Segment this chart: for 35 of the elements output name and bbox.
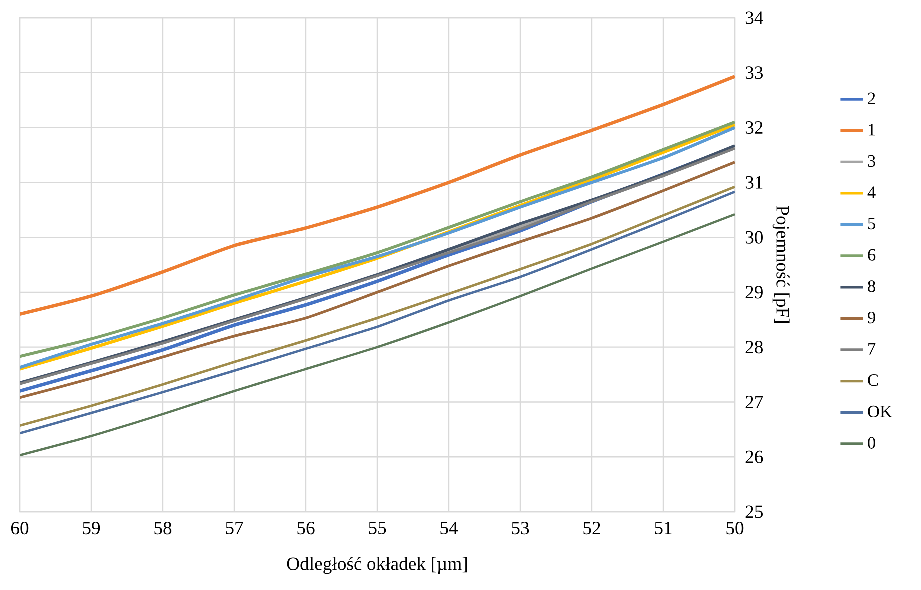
y-tick-label: 33: [746, 66, 763, 80]
y-tick-label: 27: [746, 396, 764, 408]
x-tick-label: 57: [226, 522, 244, 534]
legend-label: 6: [868, 249, 876, 261]
x-tick-label: 60: [11, 522, 29, 535]
x-tick-label: 54: [440, 522, 458, 535]
y-tick-label: 26: [746, 450, 764, 464]
x-axis-title: Odległość okładek [µm]: [287, 557, 468, 574]
x-tick-label: 55: [369, 522, 386, 534]
legend-label: 8: [868, 280, 876, 292]
x-tick-label: 53: [512, 522, 530, 535]
x-tick-label: 52: [584, 522, 600, 535]
legend-label: 4: [868, 186, 876, 198]
legend-label: 3: [868, 155, 876, 168]
y-tick-label: 30: [746, 231, 763, 244]
legend-label: OK: [868, 406, 892, 418]
legend-label: 7: [868, 343, 876, 355]
legend-label: 2: [868, 92, 876, 104]
y-tick-label: 31: [746, 176, 763, 189]
y-axis-title: Pojemność [pF]: [772, 206, 790, 323]
x-tick-label: 51: [655, 522, 672, 535]
x-tick-label: 58: [154, 522, 172, 535]
y-tick-label: 32: [746, 122, 763, 134]
y-tick-label: 28: [746, 341, 763, 354]
y-tick-label: 25: [746, 506, 763, 518]
x-tick-label: 50: [726, 522, 744, 535]
legend-label: 0: [868, 437, 876, 449]
x-tick-label: 56: [298, 522, 315, 535]
legend-label: 9: [868, 312, 876, 324]
y-tick-label: 34: [746, 12, 764, 24]
legend-label: 5: [868, 218, 876, 230]
y-tick-label: 29: [746, 286, 763, 299]
x-tick-label: 59: [83, 522, 100, 535]
legend-label: 1: [868, 124, 876, 136]
legend-label: C: [868, 374, 878, 386]
